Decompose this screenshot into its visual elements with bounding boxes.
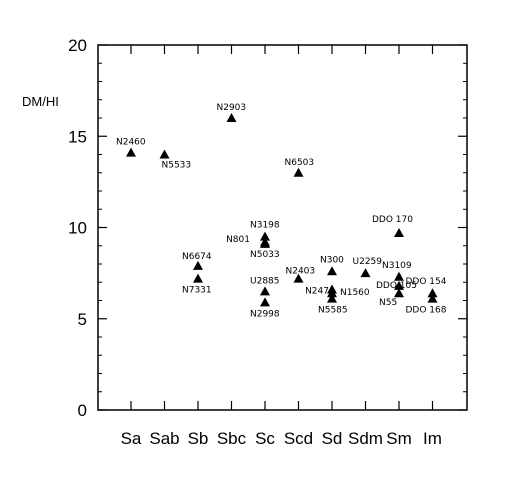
y-tick-label: 0 xyxy=(78,401,87,420)
data-point-label: DDO 154 xyxy=(406,277,447,287)
data-point-marker xyxy=(193,260,203,270)
data-point-label: N247 xyxy=(305,287,329,297)
data-point-marker xyxy=(394,280,404,290)
data-point-marker xyxy=(126,147,136,157)
data-point-label: N2403 xyxy=(286,267,316,277)
data-point-label: N5033 xyxy=(250,250,280,260)
y-tick-label: 10 xyxy=(68,219,87,238)
data-point-label: N3109 xyxy=(382,261,412,271)
x-tick-label: Sdm xyxy=(348,429,383,448)
x-tick-label: Sm xyxy=(386,429,412,448)
x-tick-label: Sc xyxy=(255,429,275,448)
x-tick-label: Scd xyxy=(284,429,313,448)
data-point-label: N2998 xyxy=(250,309,280,319)
data-point-marker xyxy=(360,268,371,278)
data-point-label: N2903 xyxy=(217,103,247,113)
data-point-label: DDO 170 xyxy=(372,215,413,225)
data-point-marker xyxy=(226,113,237,122)
data-point-label: N2460 xyxy=(116,138,146,148)
data-point-label: N5533 xyxy=(162,161,192,171)
data-point-marker xyxy=(159,149,170,159)
data-point-marker xyxy=(260,286,270,296)
x-tick-label: Sab xyxy=(149,429,179,448)
data-point-label: U2259 xyxy=(353,257,383,267)
data-points xyxy=(126,113,438,307)
data-point-marker xyxy=(427,288,438,298)
data-point-label: N1560 xyxy=(340,288,370,298)
data-point-marker xyxy=(193,273,203,283)
plot-frame xyxy=(97,44,468,411)
x-axis: Sa Sab Sb Sbc Sc Scd Sd Sdm Sm Im xyxy=(121,45,442,448)
x-tick-label: Sbc xyxy=(217,429,247,448)
data-point-marker xyxy=(260,231,270,241)
data-point-marker xyxy=(394,227,404,237)
data-point-marker xyxy=(394,288,404,298)
data-point-marker xyxy=(327,288,337,298)
data-point-label: N801 xyxy=(226,235,250,245)
y-tick-label: 15 xyxy=(68,127,87,146)
data-point-marker xyxy=(327,293,337,303)
data-point-label: N3198 xyxy=(250,221,280,231)
data-point-marker xyxy=(394,271,404,281)
data-point-label: N7331 xyxy=(182,286,212,296)
x-tick-label: Sa xyxy=(121,429,142,448)
data-point-label: U2885 xyxy=(250,276,280,286)
data-point-marker xyxy=(427,293,438,303)
point-labels: N2460N5533N2903N6503N6674N7331N3198N801N… xyxy=(116,103,447,319)
x-tick-label: Sb xyxy=(188,429,209,448)
x-tick-label: Im xyxy=(423,429,442,448)
data-point-marker xyxy=(293,273,304,283)
data-point-label: N6674 xyxy=(182,252,212,262)
y-axis-title: DM/HI xyxy=(22,94,59,109)
y-axis: 0 5 10 15 20 xyxy=(68,36,467,420)
x-tick-label: Sd xyxy=(322,429,343,448)
data-point-label: N5585 xyxy=(318,306,348,316)
data-point-marker xyxy=(260,297,270,307)
y-tick-label: 5 xyxy=(78,310,87,329)
y-tick-label: 20 xyxy=(68,36,87,55)
data-point-marker xyxy=(327,266,337,276)
data-point-label: N6503 xyxy=(285,158,315,168)
data-point-label: N55 xyxy=(379,298,397,308)
data-point-label: DDO 105 xyxy=(376,281,417,291)
data-point-label: DDO 168 xyxy=(406,306,447,316)
data-point-marker xyxy=(260,238,270,248)
data-point-marker xyxy=(293,167,304,177)
data-point-label: N300 xyxy=(320,255,344,265)
